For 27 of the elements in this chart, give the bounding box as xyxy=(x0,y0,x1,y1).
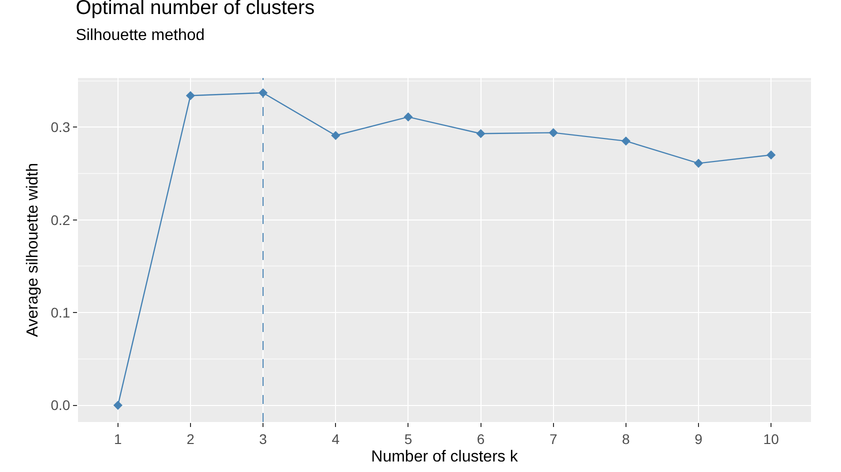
point xyxy=(113,400,122,410)
point xyxy=(476,129,486,138)
x-axis-title: Number of clusters k xyxy=(371,448,519,466)
x-tick-label: 10 xyxy=(763,430,780,447)
x-tick-label: 4 xyxy=(332,430,340,447)
x-tick-label: 9 xyxy=(694,430,703,447)
y-tick-label: 0.3 xyxy=(50,119,70,136)
x-tick-label: 1 xyxy=(114,430,122,447)
x-tick-label: 8 xyxy=(622,430,630,447)
x-tick-label: 3 xyxy=(259,430,268,447)
x-tick-label: 2 xyxy=(186,430,195,447)
y-axis-title: Average silhouette width xyxy=(24,162,42,338)
point xyxy=(548,128,558,138)
point xyxy=(331,130,340,140)
point xyxy=(766,150,776,160)
point xyxy=(186,91,196,100)
x-tick-label: 6 xyxy=(476,430,485,447)
point xyxy=(404,112,413,122)
point xyxy=(694,158,704,168)
point xyxy=(621,136,630,146)
chart-title: Optimal number of clusters xyxy=(76,0,315,20)
x-tick-label: 7 xyxy=(549,430,558,447)
y-tick-label: 0.1 xyxy=(50,304,70,320)
y-tick-label: 0.2 xyxy=(50,212,70,228)
chart-subtitle: Silhouette method xyxy=(76,27,205,44)
y-tick-label: 0.0 xyxy=(50,397,70,414)
x-tick-label: 5 xyxy=(404,430,412,447)
